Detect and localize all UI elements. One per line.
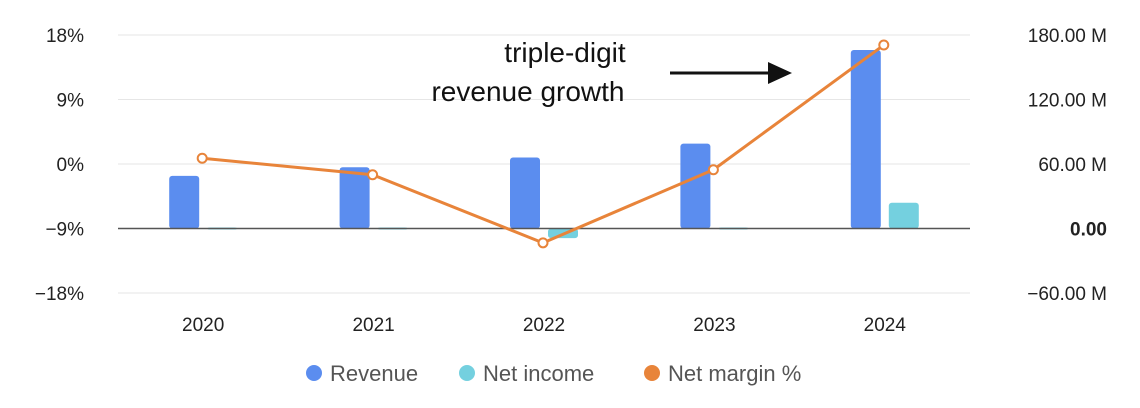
bar-revenue-2020 (169, 175, 200, 229)
left-tick-label: 18% (46, 26, 84, 47)
legend-item-net-income[interactable]: Net income (459, 361, 594, 386)
legend-swatch (306, 365, 322, 381)
left-tick-label: −18% (35, 284, 84, 305)
bar-revenue-2023 (680, 143, 711, 229)
x-axis-ticks: 2020 2021 2022 2023 2024 (182, 315, 906, 336)
bar-revenue-2024 (850, 50, 881, 229)
legend-swatch (644, 365, 660, 381)
annotation: triple-digit revenue growth (431, 37, 792, 107)
left-tick-label: 9% (57, 91, 85, 112)
point-net-margin-2022 (537, 237, 549, 249)
x-tick-label: 2022 (523, 315, 565, 336)
x-tick-label: 2021 (352, 315, 394, 336)
net-margin-line (196, 39, 890, 249)
annotation-line-1: triple-digit (504, 37, 626, 68)
annotation-arrow-head (768, 62, 792, 84)
left-axis-ticks: 18% 9% 0% −9% −18% (35, 26, 84, 305)
legend-label: Net income (483, 361, 594, 386)
right-tick-label: 120.00 M (1028, 91, 1107, 112)
right-axis-ticks: 180.00 M 120.00 M 60.00 M 0.00 −60.00 M (1027, 26, 1107, 305)
bar-revenue-2022 (510, 157, 540, 229)
legend-swatch (459, 365, 475, 381)
x-tick-label: 2020 (182, 315, 224, 336)
point-net-margin-2024 (878, 39, 890, 51)
right-tick-label: −60.00 M (1027, 284, 1107, 305)
point-net-margin-2020 (196, 152, 208, 164)
legend: Revenue Net income Net margin % (306, 361, 801, 386)
right-tick-label: 60.00 M (1038, 155, 1107, 176)
bar-net-income-2024 (888, 202, 919, 229)
bar-revenue-2021 (339, 167, 370, 229)
annotation-line-2: revenue growth (431, 76, 624, 107)
left-tick-label: 0% (57, 155, 85, 176)
right-tick-label: 180.00 M (1028, 26, 1107, 47)
x-tick-label: 2024 (864, 315, 907, 336)
left-tick-label: −9% (45, 220, 84, 241)
legend-item-net-margin-[interactable]: Net margin % (644, 361, 801, 386)
right-tick-label: 0.00 (1070, 220, 1107, 241)
point-net-margin-2021 (367, 169, 379, 181)
legend-label: Net margin % (668, 361, 801, 386)
legend-item-revenue[interactable]: Revenue (306, 361, 418, 386)
point-net-margin-2023 (707, 164, 719, 176)
legend-label: Revenue (330, 361, 418, 386)
x-tick-label: 2023 (693, 315, 735, 336)
